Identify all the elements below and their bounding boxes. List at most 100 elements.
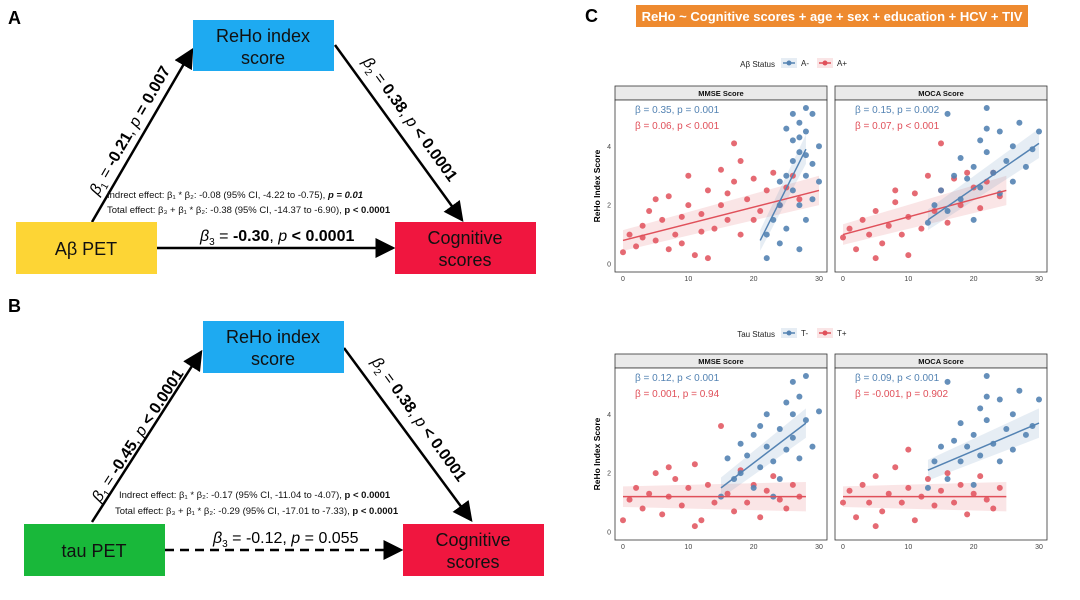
data-point-negative (983, 105, 990, 111)
data-point-positive (879, 508, 886, 515)
x-tick-label: 0 (621, 544, 625, 551)
data-point-positive (678, 213, 685, 220)
data-point-negative (763, 255, 770, 262)
data-point-negative (983, 149, 990, 156)
data-point-positive (724, 216, 731, 223)
data-point-positive (665, 246, 672, 253)
data-point-negative (944, 476, 951, 483)
x-tick-label: 20 (750, 544, 758, 551)
annotation-negative: β = 0.12, p < 0.001 (635, 373, 720, 384)
panel-label-c: C (585, 6, 598, 26)
plot-area (614, 99, 828, 273)
data-point-positive (911, 517, 918, 524)
predictor-label: Aβ PET (55, 239, 117, 259)
data-point-negative (802, 373, 809, 379)
confidence-band (843, 175, 1007, 245)
plot-area (834, 99, 1048, 273)
annotation-positive: β = 0.001, p = 0.94 (635, 389, 720, 400)
data-point-positive (731, 140, 738, 147)
indirect-effect: Indrect effect: β₁ * β₂: -0.08 (95% CI, … (107, 190, 363, 201)
data-point-positive (892, 187, 899, 194)
data-point-negative (796, 393, 803, 400)
data-point-positive (853, 246, 860, 253)
data-point-positive (711, 499, 718, 506)
data-point-positive (840, 499, 846, 506)
data-point-negative (809, 443, 816, 450)
data-point-positive (898, 231, 905, 238)
data-point-negative (809, 160, 816, 167)
scatter-panel: MOCA Score 0 10 20 30 β = 0.15, p = 0.002 β = … (834, 85, 1048, 283)
mediator-label: ReHo index (226, 327, 320, 347)
regression-line (720, 422, 807, 489)
beta2-label: β2 = 0.38, p < 0.0001 (356, 54, 460, 187)
data-point-positive (938, 140, 944, 147)
y-tick-label: 2 (607, 471, 611, 478)
data-point-negative (951, 437, 958, 444)
data-point-negative (750, 431, 757, 438)
data-point-positive (872, 255, 879, 262)
data-point-positive (718, 202, 724, 209)
scatter-charts: Aβ Status A- A+ ReHo Index Score MMSE Score 0… (592, 58, 1048, 551)
y-tick-label: 0 (607, 262, 611, 269)
data-point-negative (776, 240, 783, 247)
data-point-positive (672, 231, 679, 238)
data-point-negative (783, 172, 790, 179)
data-point-positive (977, 205, 984, 212)
data-point-positive (659, 511, 666, 518)
legend-title: Aβ Status (740, 60, 775, 69)
data-point-positive (879, 240, 886, 247)
plot-area (614, 367, 828, 541)
data-point-negative (783, 399, 790, 406)
total-effect: Total effect: β₃ + β₁ * β₂: -0.38 (95% C… (107, 205, 391, 216)
model-formula: ReHo ~ Cognitive scores + age + sex + ed… (642, 9, 1023, 24)
data-point-negative (776, 178, 783, 185)
data-point-positive (672, 476, 679, 483)
x-tick-label: 10 (684, 276, 692, 283)
y-axis-label: ReHo Index Score (592, 417, 602, 490)
x-tick-label: 0 (841, 276, 845, 283)
data-point-positive (718, 166, 724, 173)
data-point-negative (996, 396, 1003, 403)
data-point-positive (744, 499, 751, 506)
data-point-negative (1036, 396, 1042, 403)
data-point-positive (892, 199, 899, 206)
data-point-negative (983, 125, 990, 132)
data-point-negative (970, 163, 977, 170)
data-point-positive (859, 216, 866, 223)
data-point-negative (796, 455, 803, 462)
data-point-negative (1022, 431, 1029, 438)
data-point-negative (763, 231, 770, 238)
beta1-label: β1 = -0.45, p < 0.0001 (89, 366, 190, 507)
data-point-positive (737, 231, 744, 238)
data-point-positive (724, 490, 731, 497)
x-tick-label: 20 (750, 276, 758, 283)
data-point-positive (783, 505, 790, 512)
data-point-positive (691, 523, 698, 530)
legend-key-point (786, 60, 792, 66)
x-tick-label: 10 (904, 544, 912, 551)
scatter-panel: MOCA Score 0 10 20 30 β = 0.09, p < 0.001 β = … (834, 353, 1048, 551)
data-point-positive (691, 252, 698, 259)
facet-title: MMSE Score (698, 357, 743, 366)
data-point-negative (970, 431, 977, 438)
mediator-label: score (251, 349, 295, 369)
data-point-positive (685, 172, 692, 179)
data-point-negative (944, 110, 951, 117)
mediation-diagram-a: ReHo index score Aβ PET Cognitive scores… (16, 20, 536, 274)
data-point-positive (763, 187, 770, 194)
data-point-negative (977, 137, 984, 144)
data-point-negative (964, 175, 971, 182)
data-point-positive (639, 222, 646, 229)
data-point-negative (977, 452, 984, 459)
y-tick-label: 4 (607, 144, 611, 151)
x-tick-label: 0 (621, 276, 625, 283)
data-point-negative (789, 157, 796, 164)
data-point-negative (996, 458, 1003, 465)
legend-label: A+ (837, 59, 847, 68)
data-point-positive (789, 481, 796, 488)
data-point-positive (872, 523, 879, 530)
data-point-negative (789, 187, 796, 194)
annotation-negative: β = 0.15, p = 0.002 (855, 105, 940, 116)
data-point-positive (698, 210, 705, 217)
data-point-positive (750, 175, 757, 182)
